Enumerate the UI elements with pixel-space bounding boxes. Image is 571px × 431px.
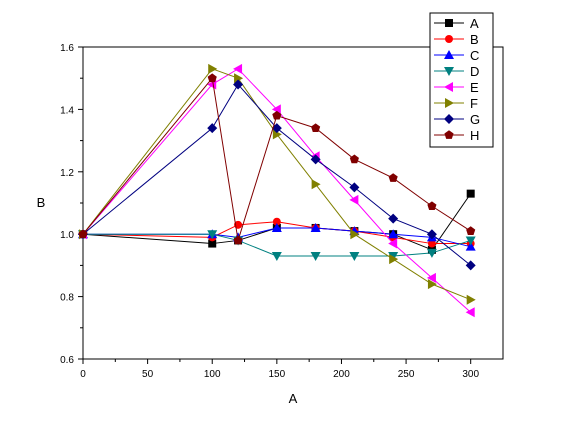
series-layer <box>78 63 476 318</box>
series-f <box>79 63 476 305</box>
series-h <box>78 73 476 245</box>
data-point <box>388 213 399 224</box>
x-tick-label: 200 <box>333 369 350 380</box>
data-point <box>466 294 476 305</box>
x-tick-label: 150 <box>269 369 286 380</box>
legend-marker <box>445 98 454 108</box>
data-point <box>310 252 321 262</box>
data-point <box>271 104 281 115</box>
series-line <box>82 68 471 301</box>
y-tick-label: 1.2 <box>60 168 74 179</box>
series-line <box>82 68 472 313</box>
data-point <box>310 154 321 165</box>
series-d <box>78 230 476 262</box>
x-tick-label: 0 <box>80 369 86 380</box>
legend-marker <box>444 114 454 124</box>
x-axis-title: A <box>289 391 298 406</box>
data-point <box>349 252 360 262</box>
data-point <box>466 189 475 198</box>
data-point <box>349 194 359 205</box>
series-c <box>78 222 476 251</box>
legend-box <box>429 12 494 148</box>
data-point <box>233 235 243 245</box>
data-point <box>350 229 360 240</box>
data-point <box>465 241 476 251</box>
data-point <box>78 229 88 239</box>
legend-label: G <box>470 112 480 127</box>
data-point <box>311 179 321 190</box>
data-point <box>208 239 217 248</box>
legend-marker <box>445 35 453 43</box>
data-point <box>427 239 436 248</box>
data-point <box>427 279 437 290</box>
legend-marker <box>444 50 454 59</box>
legend-label: B <box>470 32 479 47</box>
legend-marker <box>445 19 453 27</box>
data-point <box>388 238 398 249</box>
data-point <box>271 222 282 232</box>
data-point <box>207 123 218 134</box>
data-point <box>234 73 244 84</box>
data-point <box>426 248 437 258</box>
series-e <box>78 63 475 318</box>
legend-marker <box>444 82 453 92</box>
x-tick-label: 300 <box>462 369 479 380</box>
data-point <box>272 217 281 226</box>
data-point <box>272 129 282 140</box>
legend-label: H <box>470 128 479 143</box>
y-tick-label: 1.0 <box>60 230 74 241</box>
data-point <box>233 79 244 90</box>
legend-marker <box>444 67 454 76</box>
data-point <box>465 307 475 318</box>
y-tick-label: 0.8 <box>60 293 74 304</box>
data-point <box>310 222 321 232</box>
data-point <box>208 63 218 74</box>
data-point <box>465 260 476 271</box>
legend-label: D <box>470 64 479 79</box>
data-point <box>271 252 282 262</box>
data-point <box>207 230 218 240</box>
axes: 0 50 100 150 200 250 300 0.6 0.8 1.0 1.2 1.4 1.6 <box>60 43 479 380</box>
data-point <box>426 272 436 283</box>
data-point <box>465 236 476 246</box>
data-point <box>311 123 321 133</box>
y-axis-title: B <box>37 195 46 210</box>
data-point <box>388 229 399 239</box>
data-point <box>207 73 217 83</box>
data-point <box>389 254 399 265</box>
series-g <box>78 79 476 271</box>
y-tick-label: 1.4 <box>60 105 74 116</box>
legend-label: A <box>470 16 479 31</box>
y-tick-label: 0.6 <box>60 355 74 366</box>
data-point <box>426 229 437 240</box>
legend-label: F <box>470 96 478 111</box>
data-point <box>272 110 282 120</box>
data-point <box>388 173 398 182</box>
legend-marker <box>444 130 454 139</box>
x-tick-label: 50 <box>142 369 154 380</box>
data-point <box>271 123 282 134</box>
legend-label: C <box>470 48 479 63</box>
x-tick-label: 250 <box>398 369 415 380</box>
data-point <box>349 154 359 164</box>
data-point <box>233 63 243 74</box>
data-point <box>349 182 360 193</box>
y-tick-label: 1.6 <box>60 43 74 54</box>
data-point <box>427 201 437 211</box>
legend-label: E <box>470 80 479 95</box>
data-point <box>466 226 476 235</box>
x-tick-label: 100 <box>204 369 221 380</box>
